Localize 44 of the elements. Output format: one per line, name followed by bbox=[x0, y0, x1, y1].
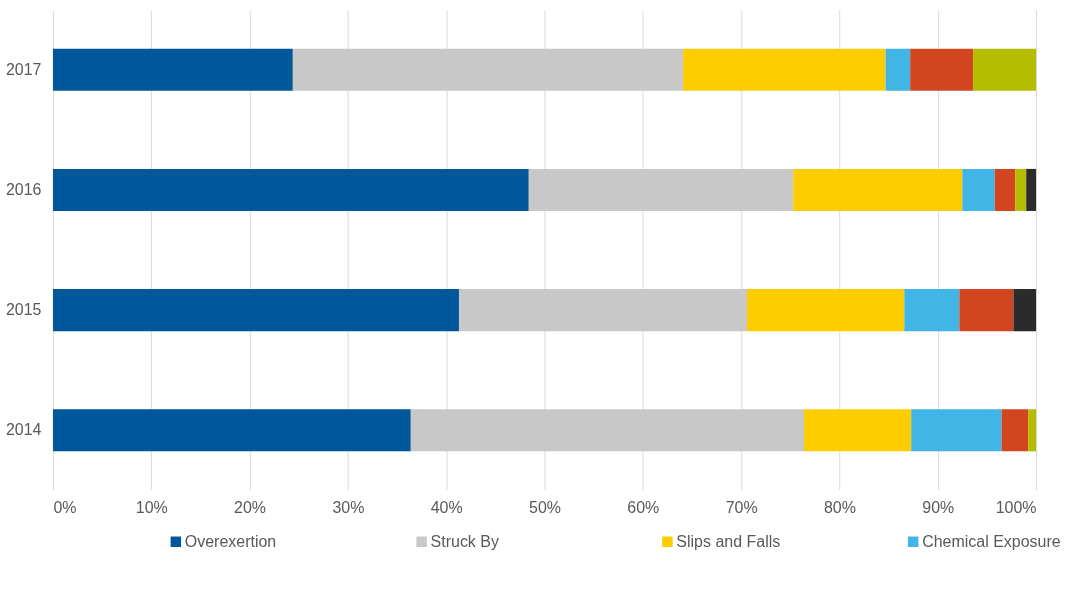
bar bbox=[1015, 168, 1027, 211]
bar bbox=[458, 289, 748, 332]
x-tick-label: 100% bbox=[995, 499, 1037, 517]
bar bbox=[994, 168, 1016, 211]
bar bbox=[1028, 409, 1037, 452]
bar bbox=[904, 289, 960, 332]
x-tick-label: 80% bbox=[823, 499, 856, 517]
bar bbox=[1013, 289, 1037, 332]
bar bbox=[52, 48, 293, 91]
bar bbox=[52, 409, 411, 452]
y-tick-label: 2017 bbox=[5, 60, 42, 78]
x-tick-label: 20% bbox=[234, 499, 267, 517]
bar bbox=[410, 409, 805, 452]
y-tick-label: 2014 bbox=[5, 421, 42, 439]
x-tick-label: 0% bbox=[53, 499, 77, 517]
x-tick-label: 60% bbox=[627, 499, 660, 517]
bar bbox=[962, 168, 995, 211]
x-tick-label: 10% bbox=[135, 499, 168, 517]
bar bbox=[911, 409, 1002, 452]
bar bbox=[973, 48, 1037, 91]
bar bbox=[683, 48, 886, 91]
bar bbox=[1001, 409, 1029, 452]
legend-label: Chemical Exposure bbox=[922, 532, 1061, 550]
y-tick-label: 2015 bbox=[5, 301, 42, 319]
legend-label: Overexertion bbox=[184, 532, 277, 550]
y-tick-label: 2016 bbox=[5, 180, 42, 198]
bar bbox=[793, 168, 963, 211]
x-tick-label: 50% bbox=[529, 499, 561, 517]
bar bbox=[292, 48, 684, 91]
bar bbox=[1026, 168, 1037, 211]
legend-label: Struck By bbox=[430, 532, 499, 550]
x-tick-label: 40% bbox=[430, 499, 463, 517]
bar bbox=[52, 289, 459, 332]
bar bbox=[52, 168, 529, 211]
x-tick-label: 90% bbox=[922, 499, 955, 517]
bar bbox=[959, 289, 1014, 332]
legend-label: Slips and Falls bbox=[676, 532, 781, 550]
bar bbox=[910, 48, 974, 91]
bar bbox=[885, 48, 911, 91]
x-tick-label: 70% bbox=[725, 499, 758, 517]
bar bbox=[747, 289, 905, 332]
x-tick-label: 30% bbox=[332, 499, 365, 517]
bar bbox=[528, 168, 794, 211]
bar bbox=[804, 409, 912, 452]
